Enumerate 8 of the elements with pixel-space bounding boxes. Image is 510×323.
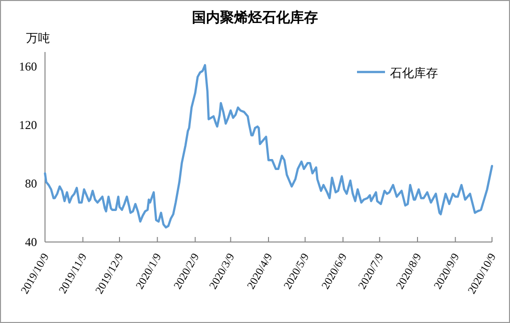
y-tick-label: 40 bbox=[25, 235, 37, 249]
y-axis-title: 万吨 bbox=[26, 31, 50, 45]
line-series bbox=[44, 64, 494, 228]
y-tick-label: 80 bbox=[25, 176, 37, 191]
y-tick-label: 120 bbox=[19, 118, 37, 132]
legend-label: 石化库存 bbox=[390, 66, 438, 80]
chart-title: 国内聚烯烃石化库存 bbox=[192, 9, 318, 26]
y-tick-label: 160 bbox=[19, 60, 37, 74]
